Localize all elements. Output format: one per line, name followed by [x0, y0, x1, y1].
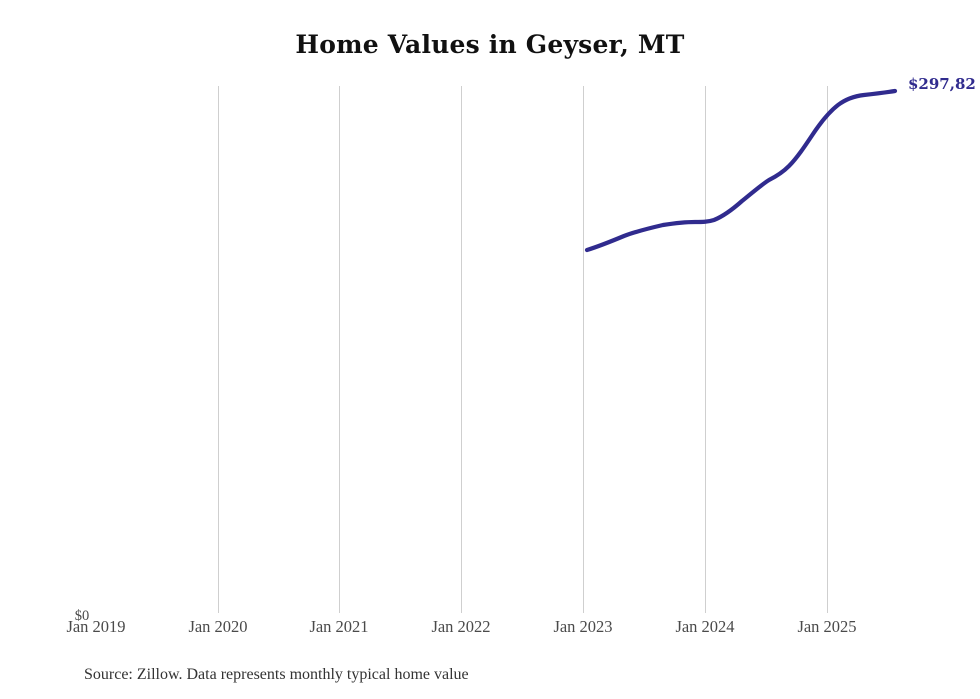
- gridline-jan-2022: [461, 86, 462, 613]
- xtick-label-jan-2021: Jan 2021: [309, 617, 369, 636]
- ytick-label-zero: $0: [74, 608, 90, 624]
- home-value-line-path: [584, 88, 898, 253]
- series-end-value-label: $297,82: [908, 75, 976, 93]
- xtick-label-jan-2023: Jan 2023: [553, 617, 613, 636]
- gridline-jan-2025: [827, 86, 828, 613]
- xtick-label-jan-2019: Jan 2019: [66, 617, 126, 636]
- xtick-label-jan-2024: Jan 2024: [675, 617, 735, 636]
- gridline-jan-2021: [339, 86, 340, 613]
- chart-title: Home Values in Geyser, MT: [295, 30, 685, 59]
- gridline-jan-2024: [705, 86, 706, 613]
- xtick-label-jan-2020: Jan 2020: [188, 617, 248, 636]
- source-note: Source: Zillow. Data represents monthly …: [84, 666, 469, 683]
- gridline-jan-2023: [583, 86, 584, 613]
- gridline-jan-2020: [218, 86, 219, 613]
- xtick-label-jan-2022: Jan 2022: [431, 617, 491, 636]
- xtick-label-jan-2025: Jan 2025: [797, 617, 857, 636]
